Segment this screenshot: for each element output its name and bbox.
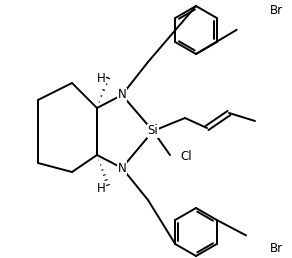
Text: Br: Br [270,241,283,254]
Text: Si: Si [148,125,158,138]
Text: N: N [118,88,126,101]
Text: Cl: Cl [180,150,192,164]
Text: H: H [97,71,105,85]
Text: N: N [118,162,126,174]
Text: Br: Br [270,4,283,17]
Text: H: H [97,181,105,195]
